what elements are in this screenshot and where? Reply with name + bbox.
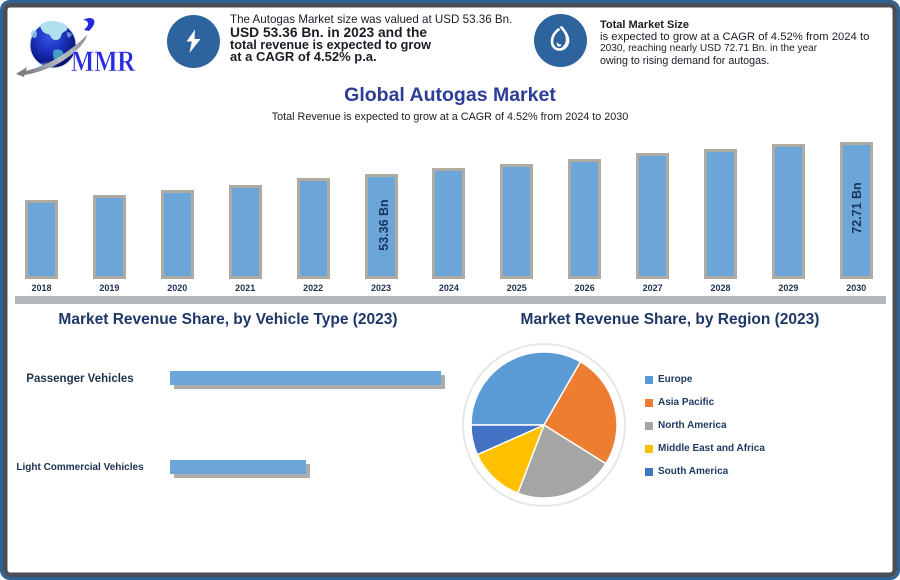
svg-text:MMR: MMR [71, 45, 136, 78]
